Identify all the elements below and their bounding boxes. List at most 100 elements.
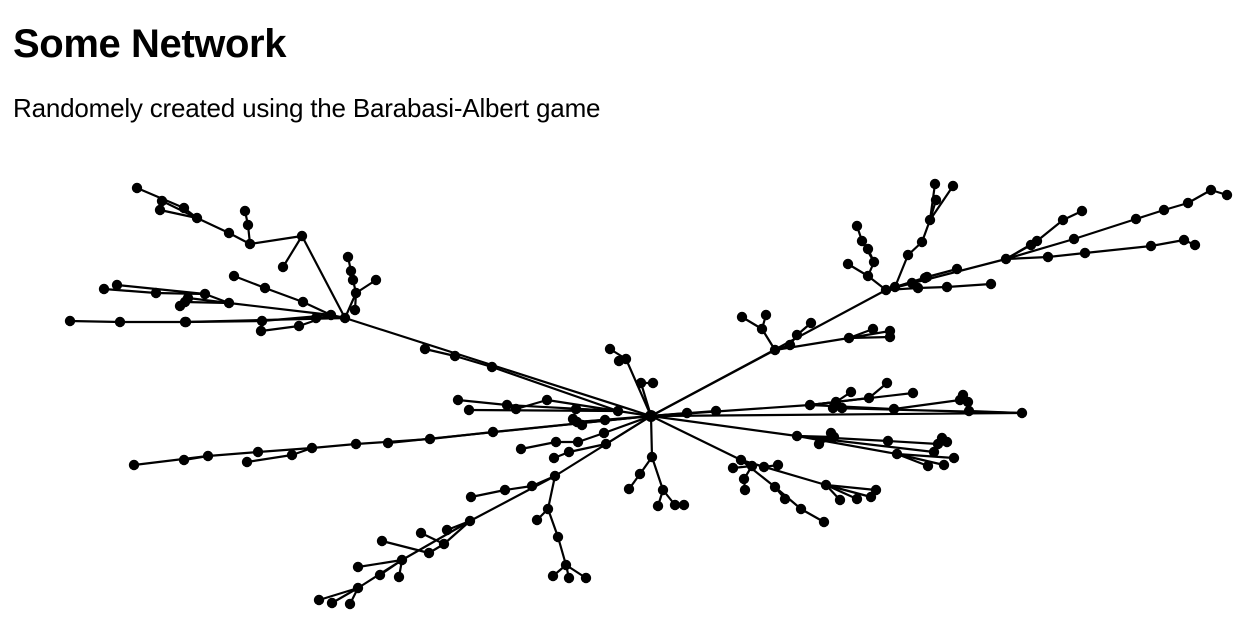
- network-edge: [649, 414, 743, 462]
- network-node: [1076, 205, 1088, 217]
- network-node: [1068, 233, 1080, 245]
- network-node: [678, 499, 690, 511]
- network-node: [510, 403, 522, 415]
- network-node: [111, 279, 123, 291]
- network-node: [352, 582, 364, 594]
- network-node: [541, 394, 553, 406]
- network-node: [843, 332, 855, 344]
- network-edge: [183, 300, 231, 305]
- network-node: [199, 288, 211, 300]
- network-node: [612, 405, 624, 417]
- network-edge: [227, 301, 333, 317]
- network-node: [882, 435, 894, 447]
- network-node: [156, 195, 168, 207]
- network-node: [396, 554, 408, 566]
- network-node: [325, 309, 337, 321]
- network-edge: [847, 335, 892, 340]
- network-node: [350, 287, 362, 299]
- network-node: [820, 479, 832, 491]
- network-edge: [824, 483, 873, 499]
- network-edge: [469, 488, 507, 499]
- network-edge: [546, 474, 557, 511]
- network-node: [827, 402, 839, 414]
- network-node: [902, 249, 914, 261]
- network-node: [423, 547, 435, 559]
- network-node: [150, 287, 162, 299]
- network-node: [604, 343, 616, 355]
- node-layer: [64, 178, 1233, 610]
- network-node: [928, 446, 940, 458]
- network-node: [241, 456, 253, 468]
- network-node: [550, 436, 562, 448]
- network-node: [580, 572, 592, 584]
- network-edge: [650, 455, 665, 492]
- network-node: [851, 220, 863, 232]
- network-node: [114, 316, 126, 328]
- network-node: [570, 403, 582, 415]
- network-node: [419, 343, 431, 355]
- network-edge: [490, 365, 620, 413]
- network-node: [1025, 239, 1037, 251]
- network-node: [813, 438, 825, 450]
- network-edge: [206, 450, 260, 458]
- network-edge: [310, 442, 358, 450]
- network-node: [889, 281, 901, 293]
- network-node: [154, 204, 166, 216]
- network-node: [862, 270, 874, 282]
- network-edge: [248, 234, 304, 246]
- network-node: [542, 503, 554, 515]
- network-node: [1057, 214, 1069, 226]
- network-node: [563, 446, 575, 458]
- network-node: [769, 481, 781, 493]
- network-node: [339, 312, 351, 324]
- network-node: [784, 339, 796, 351]
- network-node: [438, 538, 450, 550]
- network-edge: [895, 452, 930, 468]
- network-node: [739, 484, 751, 496]
- network-node: [347, 274, 359, 286]
- network-node: [769, 344, 781, 356]
- network-node: [239, 205, 251, 217]
- network-node: [326, 597, 338, 609]
- network-node: [465, 491, 477, 503]
- network-node: [441, 524, 453, 536]
- network-node: [179, 316, 191, 328]
- network-node: [634, 468, 646, 480]
- network-node: [947, 180, 959, 192]
- network-node: [255, 325, 267, 337]
- network-node: [548, 452, 560, 464]
- network-node: [746, 460, 758, 472]
- network-edge: [456, 398, 509, 407]
- network-node: [463, 404, 475, 416]
- network-node: [599, 414, 611, 426]
- network-edge: [453, 354, 494, 369]
- network-node: [1042, 251, 1054, 263]
- network-node: [845, 386, 857, 398]
- network-node: [128, 459, 140, 471]
- network-node: [202, 450, 214, 462]
- network-node: [727, 462, 739, 474]
- network-node: [804, 399, 816, 411]
- network-node: [424, 433, 436, 445]
- network-node: [938, 459, 950, 471]
- network-node: [951, 263, 963, 275]
- network-node: [560, 559, 572, 571]
- network-edge: [256, 446, 314, 454]
- network-node: [376, 535, 388, 547]
- network-node: [342, 251, 354, 263]
- edge-layer: [68, 182, 1229, 606]
- network-node: [563, 572, 575, 584]
- network-node: [297, 296, 309, 308]
- network-node: [452, 394, 464, 406]
- network-node: [131, 182, 143, 194]
- network-node: [178, 454, 190, 466]
- network-node: [834, 494, 846, 506]
- network-node: [244, 238, 256, 250]
- network-node: [576, 419, 588, 431]
- network-node: [863, 392, 875, 404]
- network-node: [259, 282, 271, 294]
- network-node: [382, 437, 394, 449]
- network-node: [549, 470, 561, 482]
- network-edge: [519, 440, 558, 451]
- network-node: [791, 430, 803, 442]
